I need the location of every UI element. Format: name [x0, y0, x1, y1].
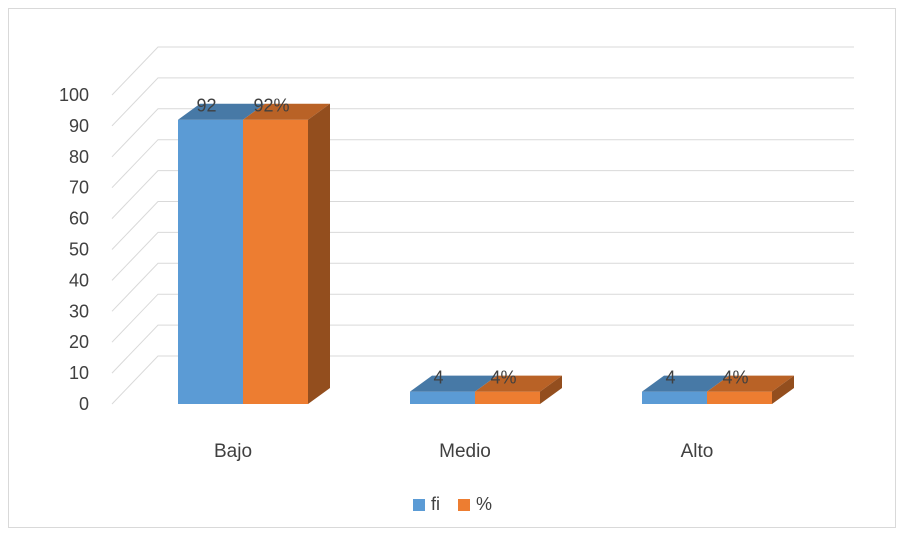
legend: fi % [0, 494, 905, 515]
gridline [111, 201, 854, 250]
category-label-bajo: Bajo [214, 441, 252, 462]
bar-medio-fi [410, 375, 497, 404]
y-tick-label: 90 [69, 116, 89, 136]
legend-label-percent: % [475, 494, 492, 514]
legend-swatch-percent [457, 498, 470, 511]
gridline [111, 231, 854, 281]
category-label-medio: Medio [439, 441, 491, 462]
y-axis-ticks: 0 10 20 30 40 50 60 70 80 90 100 [59, 85, 89, 414]
legend-item-fi: fi [412, 494, 440, 515]
gridline [111, 355, 854, 405]
data-label: 92% [253, 96, 289, 116]
gridline [111, 46, 854, 96]
y-tick-label: 70 [69, 178, 89, 198]
category-label-alto: Alto [681, 441, 714, 462]
legend-swatch-fi [412, 498, 425, 511]
gridline [111, 170, 854, 219]
legend-item-percent: % [457, 494, 492, 515]
data-labels: 92 92% 4 4% 4 4% [196, 96, 748, 388]
bar-alto-fi [642, 375, 729, 404]
data-label: 4 [665, 368, 675, 388]
y-tick-label: 80 [69, 147, 89, 167]
bar-alto-percent [707, 375, 794, 404]
y-tick-label: 40 [69, 270, 89, 290]
data-label: 4 [433, 368, 443, 388]
gridline [111, 139, 854, 189]
bar-bajo-fi [178, 103, 265, 404]
bar-bajo-percent [243, 103, 330, 404]
y-tick-label: 20 [69, 332, 89, 352]
gridlines [111, 46, 854, 405]
gridline [111, 108, 854, 158]
gridline [111, 293, 854, 343]
data-label: 4% [490, 368, 516, 388]
category-labels: Bajo Medio Alto [214, 441, 713, 462]
bar-medio-percent [475, 375, 562, 404]
y-tick-label: 30 [69, 301, 89, 321]
gridline [111, 262, 854, 312]
y-tick-label: 50 [69, 240, 89, 260]
y-tick-label: 0 [79, 394, 89, 414]
data-label: 92 [196, 96, 216, 116]
data-label: 4% [722, 368, 748, 388]
gridline [111, 324, 854, 374]
y-tick-label: 100 [59, 85, 89, 105]
y-tick-label: 10 [69, 363, 89, 383]
chart-frame [8, 8, 896, 528]
y-tick-label: 60 [69, 209, 89, 229]
bars [178, 103, 794, 404]
gridline [111, 77, 854, 127]
legend-label-fi: fi [430, 494, 440, 514]
